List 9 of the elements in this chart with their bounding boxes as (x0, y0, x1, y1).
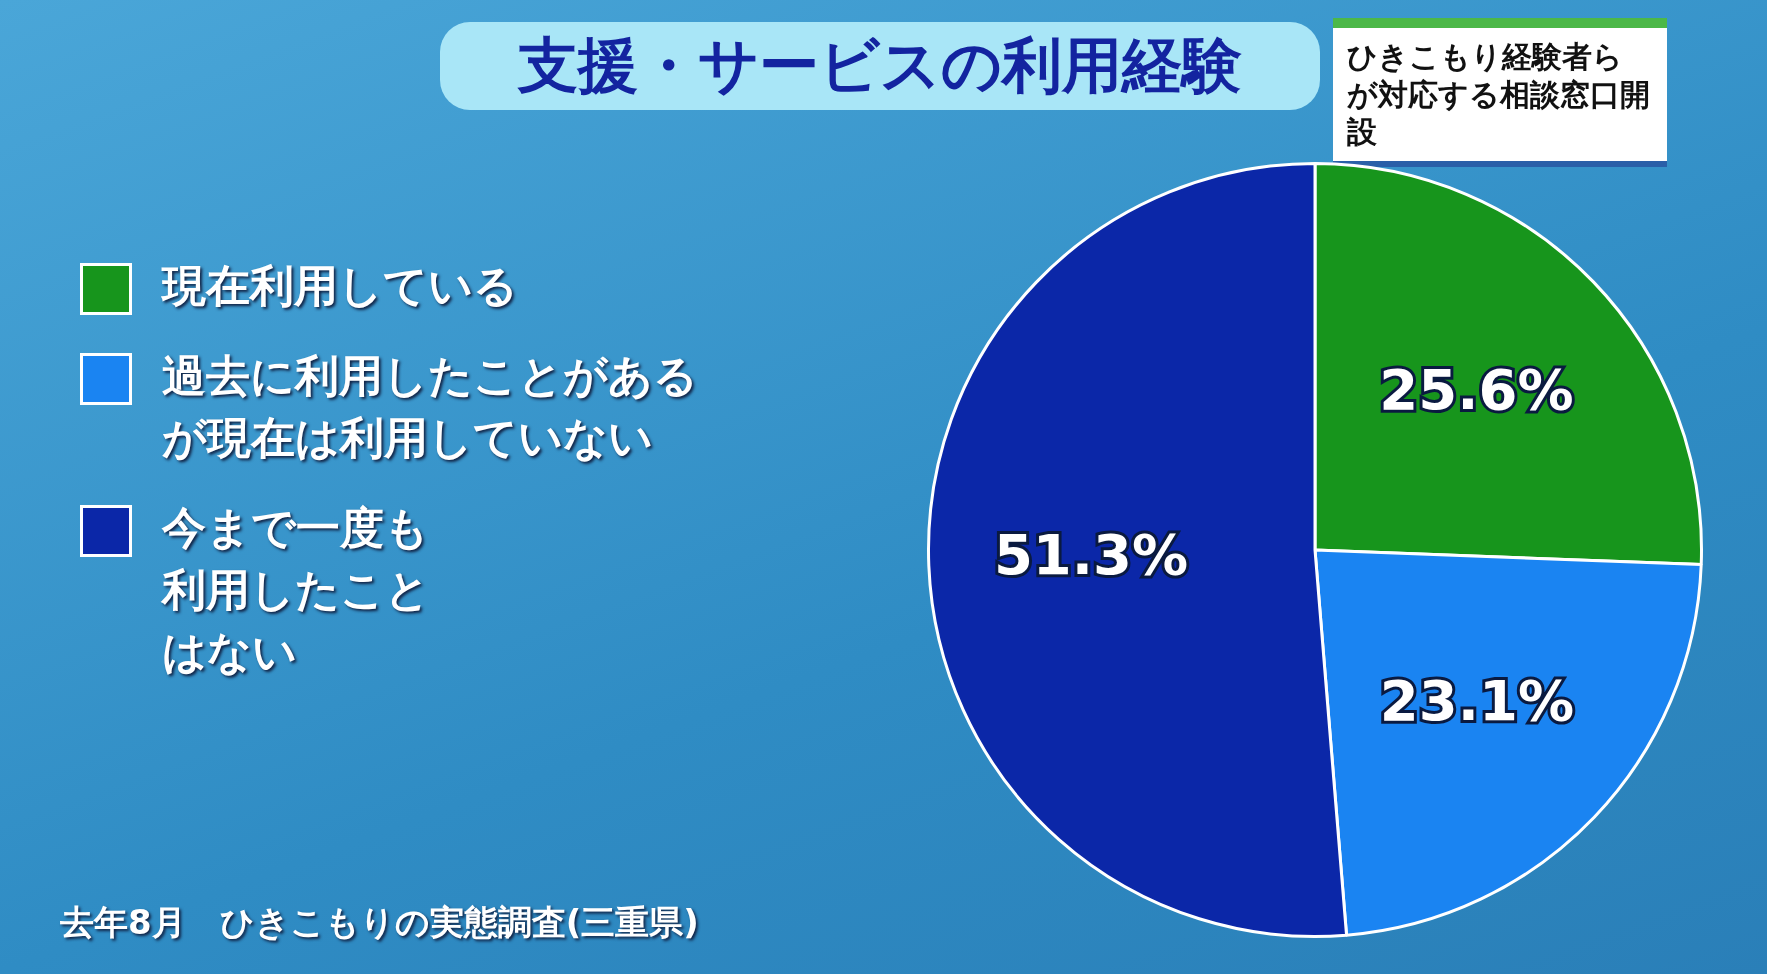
legend-label: 過去に利用したことがあるが現在は利用していない (162, 349, 699, 465)
data-label: 25.6% (1379, 357, 1574, 423)
data-label: 23.1% (1379, 667, 1575, 733)
legend-label: 今まで一度も利用したことはない (162, 501, 431, 679)
legend-label: 現在利用している (162, 259, 519, 313)
chart-title: 支援・サービスの利用経験 (440, 22, 1320, 110)
data-label: 51.3% (993, 521, 1189, 587)
text: ひきこもり経験者らが対応する相談窓口開設 (1333, 18, 1667, 167)
text: 去年8月 ひきこもりの実態調査(三重県) (60, 901, 699, 944)
